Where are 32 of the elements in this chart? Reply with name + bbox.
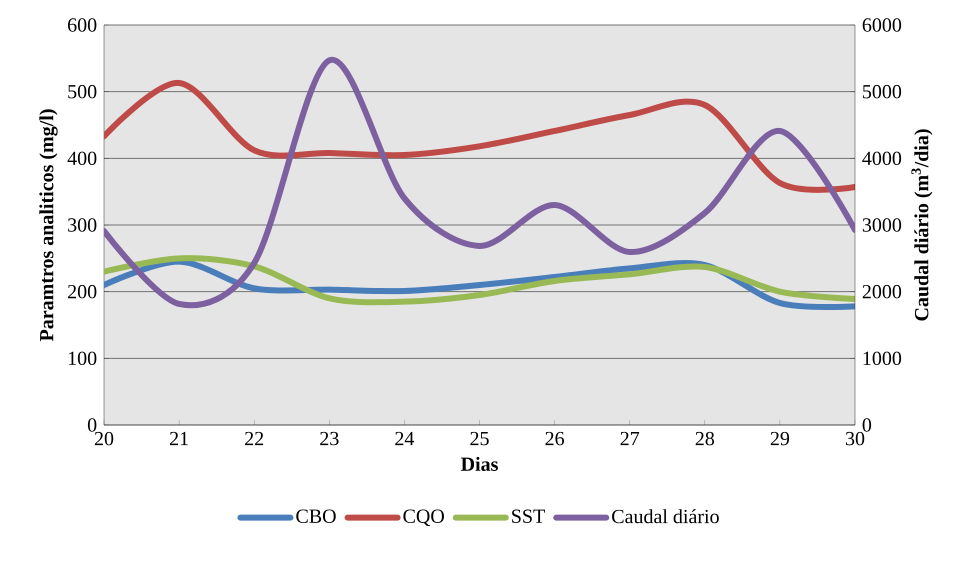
y2-tick-label: 2000 [862,284,902,298]
x-tick-label: 22 [245,432,264,446]
x-tick-label: 21 [170,432,188,446]
y2-tick-label: 1000 [864,352,902,366]
y2-tick-label: 0 [862,418,872,432]
y-tick-label: 400 [68,152,96,166]
y-tick-label: 300 [68,218,96,232]
x-tick-label: 20 [94,432,114,446]
y2-axis-title: Caudal diário (m$^{3}$/dia) [911,129,932,321]
legend-label: SST [512,510,545,523]
y2-tick-label: 4000 [862,152,902,166]
x-tick-label: 24 [395,432,414,446]
x-tick-label: 23 [320,432,339,446]
y-tick-label: 0 [88,418,96,432]
y-tick-label: 600 [68,18,96,32]
legend-label: Caudal diário [612,509,719,524]
y-tick-label: 200 [68,284,96,298]
y-tick-label: 500 [68,84,96,98]
x-tick-label: 25 [470,432,489,446]
x-tick-label: 30 [846,432,864,446]
y2-tick-label: 6000 [862,18,902,32]
y-tick-label: 100 [68,352,96,366]
legend-label: CBO [296,510,336,523]
x-tick-label: 28 [696,432,714,446]
y-axis-title: Paramtros analiticos (mg/l) [39,109,58,342]
x-tick-label: 29 [770,432,790,446]
x-tick-label: 27 [620,432,640,446]
legend-label: CQO [403,510,444,526]
y2-tick-label: 3000 [862,218,902,232]
x-axis-title: Dias [460,456,498,471]
x-tick-label: 26 [545,432,564,446]
y2-tick-label: 5000 [863,84,902,98]
